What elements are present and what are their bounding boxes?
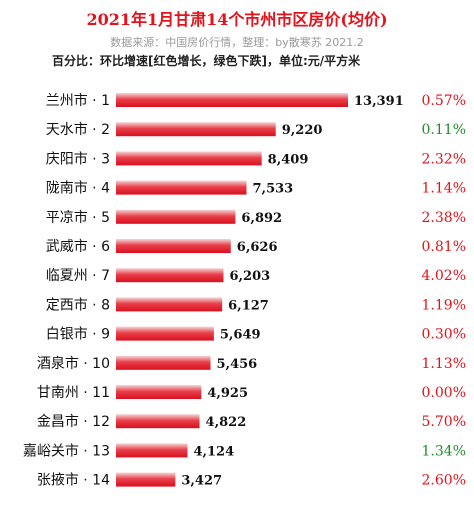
change-label: 1.19% [422, 297, 466, 313]
change-label: 0.30% [422, 327, 466, 343]
value-label: 13,391 [354, 94, 404, 109]
bar [116, 297, 223, 312]
change-label: 2.32% [422, 151, 466, 167]
bar [116, 326, 214, 341]
unit-note: 百分比：环比增速[红色增长，绿色下跌]，单位:元/平方米 [52, 54, 361, 68]
bar [116, 151, 262, 166]
change-label: 1.34% [422, 443, 466, 459]
change-label: 0.11% [422, 122, 466, 138]
value-label: 6,892 [241, 211, 282, 226]
change-label: 5.70% [422, 414, 466, 430]
value-label: 6,626 [237, 240, 278, 255]
value-label: 6,203 [229, 269, 270, 284]
category-label: 金昌市 · 12 [37, 413, 110, 430]
value-label: 8,409 [268, 152, 309, 167]
change-label: 1.14% [422, 181, 466, 197]
value-label: 4,822 [206, 415, 247, 430]
bar [116, 472, 176, 487]
category-label: 庆阳市 · 3 [46, 150, 110, 167]
change-label: 2.60% [422, 473, 466, 489]
value-label: 7,533 [253, 182, 294, 197]
category-label: 酒泉市 · 10 [37, 355, 110, 372]
category-label: 白银市 · 9 [46, 326, 110, 343]
change-label: 0.57% [422, 93, 466, 109]
value-label: 5,649 [220, 328, 261, 343]
bar [116, 443, 188, 458]
change-label: 1.13% [422, 356, 466, 372]
bar [116, 414, 200, 429]
value-label: 6,127 [228, 298, 269, 313]
category-label: 天水市 · 2 [46, 121, 110, 138]
value-label: 3,427 [181, 474, 222, 489]
category-label: 张掖市 · 14 [37, 472, 110, 489]
category-label: 临夏州 · 7 [46, 268, 110, 284]
change-label: 0.00% [422, 385, 466, 401]
value-label: 9,220 [282, 123, 323, 138]
category-label: 定西市 · 8 [46, 296, 110, 313]
change-label: 2.38% [422, 210, 466, 226]
value-label: 4,925 [207, 386, 248, 401]
category-label: 兰州市 · 1 [46, 92, 110, 109]
value-label: 5,456 [217, 357, 258, 372]
bar [116, 209, 236, 224]
bar [116, 93, 348, 107]
bar [116, 355, 211, 370]
bar [116, 385, 202, 399]
bar [116, 180, 247, 195]
chart-title: 2021年1月甘肃14个市州市区房价(均价) [86, 10, 388, 29]
change-label: 0.81% [422, 239, 466, 255]
category-label: 甘南州 · 11 [37, 385, 110, 401]
category-label: 嘉峪关市 · 13 [23, 442, 110, 459]
category-label: 武威市 · 6 [46, 238, 110, 255]
bar [116, 239, 231, 253]
bar [116, 122, 276, 137]
value-label: 4,124 [193, 444, 234, 459]
bar [116, 268, 224, 283]
category-label: 陇南市 · 4 [46, 180, 110, 197]
data-source-note: 数据来源：中国房价行情，整理：by散寒苏 2021.2 [110, 36, 364, 49]
change-label: 4.02% [422, 268, 466, 284]
category-label: 平凉市 · 5 [46, 209, 110, 226]
